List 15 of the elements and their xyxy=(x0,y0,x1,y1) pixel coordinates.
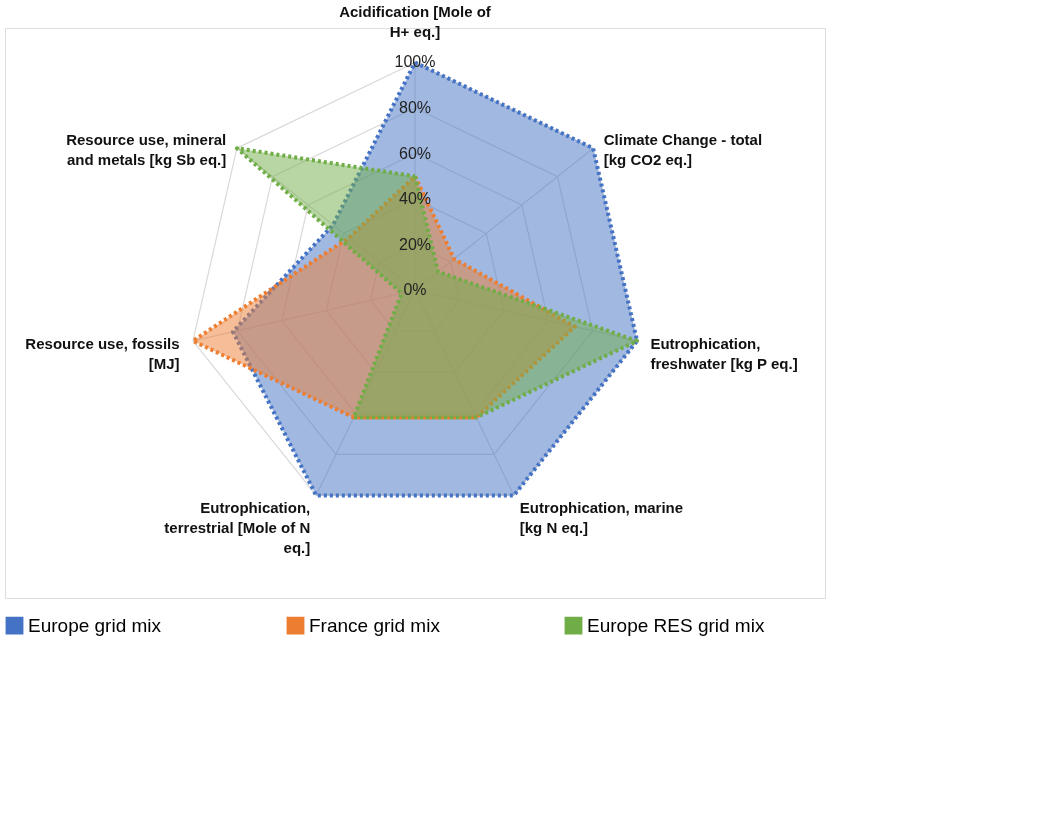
y-tick-label: 0% xyxy=(403,281,427,299)
y-tick-label: 80% xyxy=(398,99,432,116)
spoke-label: Eutrophication, marine [kg N eq.] xyxy=(519,498,684,536)
y-tick-label: 60% xyxy=(398,144,432,162)
spoke-label: Resource use, fossils [MJ] xyxy=(25,334,180,372)
legend-label: Europe grid mix xyxy=(28,614,162,636)
legend-label: France grid mix xyxy=(309,614,441,636)
spoke-label: Eutrophication, freshwater [kg P eq.] xyxy=(650,334,798,372)
spoke-label: Resource use, mineral and metals [kg Sb eq.] xyxy=(66,130,227,168)
y-tick-label: 100% xyxy=(394,53,436,71)
legend-label: Europe RES grid mix xyxy=(587,614,765,636)
spoke-label: Eutrophication, terrestrial [Mole of N eq.] xyxy=(164,498,311,556)
spoke-label: Acidification [Mole of H+ eq.] xyxy=(339,3,492,41)
spoke-label: Climate Change - total [kg CO2 eq.] xyxy=(603,130,763,168)
y-tick-label: 20% xyxy=(398,235,432,253)
